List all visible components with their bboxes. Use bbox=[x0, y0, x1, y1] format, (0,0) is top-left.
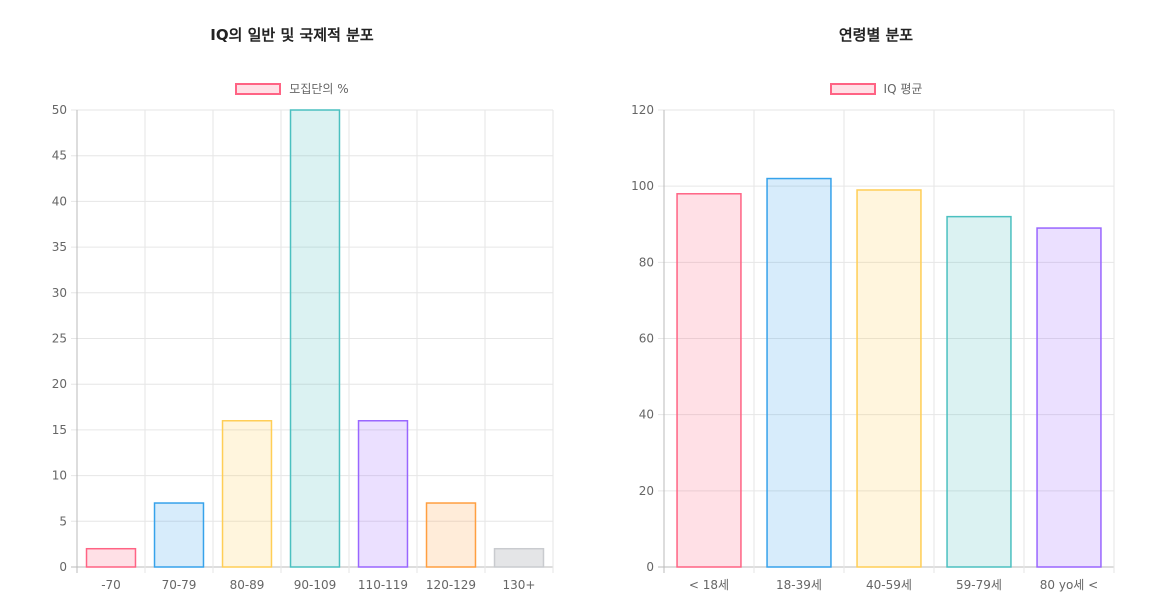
y-tick-label: 35 bbox=[52, 240, 67, 254]
legend-swatch bbox=[235, 82, 282, 95]
chart-legend[interactable]: 모집단의 % bbox=[0, 80, 584, 97]
y-tick-label: 40 bbox=[52, 194, 67, 208]
x-tick-label: 59-79세 bbox=[956, 578, 1002, 592]
bar-< 18세[interactable] bbox=[676, 193, 742, 568]
y-tick-label: 15 bbox=[52, 423, 67, 437]
chart-title: 연령별 분포 bbox=[838, 26, 914, 44]
bar-90-109[interactable] bbox=[289, 109, 341, 568]
y-tick-label: 120 bbox=[631, 103, 654, 117]
y-tick-label: 20 bbox=[52, 377, 67, 391]
legend-label: IQ 평균 bbox=[883, 82, 923, 96]
x-tick-label: 110-119 bbox=[358, 578, 408, 592]
x-tick-label: 80-89 bbox=[230, 578, 265, 592]
y-tick-label: 45 bbox=[52, 149, 67, 163]
y-tick-label: 100 bbox=[631, 179, 654, 193]
x-tick-label: -70 bbox=[101, 578, 121, 592]
x-tick-label: 70-79 bbox=[162, 578, 197, 592]
x-tick-label: 120-129 bbox=[426, 578, 476, 592]
bar-59-79세[interactable] bbox=[946, 215, 1012, 568]
y-tick-label: 0 bbox=[646, 560, 654, 574]
y-tick-label: 0 bbox=[59, 560, 67, 574]
bar--70[interactable] bbox=[85, 547, 137, 568]
legend-label: 모집단의 % bbox=[289, 82, 349, 96]
age-distribution-plot: 0 20 40 60 80 100 120 < 18세 18-39세 40-59세 59-79세 80… bbox=[631, 103, 1115, 592]
x-tick-label: < 18세 bbox=[689, 578, 729, 592]
iq-distribution-chart: IQ의 일반 및 국제적 분포 모집단의 % 0 5 10 15 20 25 30 35 40 4… bbox=[0, 26, 584, 592]
bar-18-39세[interactable] bbox=[766, 177, 832, 568]
x-tick-label: 18-39세 bbox=[776, 578, 822, 592]
y-tick-label: 20 bbox=[639, 484, 654, 498]
y-tick-label: 5 bbox=[59, 514, 67, 528]
iq-distribution-plot: 0 5 10 15 20 25 30 35 40 45 50 -70 70-79 80-89 90-109 1… bbox=[52, 103, 554, 592]
y-tick-label: 80 bbox=[639, 255, 654, 269]
bar-70-79[interactable] bbox=[153, 502, 205, 568]
bar-80-89[interactable] bbox=[221, 420, 273, 568]
bar-80 yo세 <[interactable] bbox=[1036, 227, 1102, 568]
legend-swatch bbox=[829, 82, 876, 95]
bar-120-129[interactable] bbox=[425, 502, 477, 568]
x-tick-label: 40-59세 bbox=[866, 578, 912, 592]
y-tick-label: 40 bbox=[639, 408, 654, 422]
age-distribution-chart: 연령별 분포 IQ 평균 0 20 40 60 80 100 120 < 18세 18-39세 4… bbox=[584, 0, 1168, 613]
y-tick-label: 25 bbox=[52, 332, 67, 346]
bar-130+[interactable] bbox=[493, 547, 545, 568]
y-tick-label: 50 bbox=[52, 103, 67, 117]
x-tick-label: 90-109 bbox=[294, 578, 337, 592]
y-tick-label: 30 bbox=[52, 286, 67, 300]
y-tick-label: 10 bbox=[52, 469, 67, 483]
bar-110-119[interactable] bbox=[357, 420, 409, 568]
x-tick-label: 130+ bbox=[503, 578, 536, 592]
bar-40-59세[interactable] bbox=[856, 189, 922, 568]
chart-title: IQ의 일반 및 국제적 분포 bbox=[210, 26, 374, 44]
y-tick-label: 60 bbox=[639, 332, 654, 346]
chart-legend[interactable]: IQ 평균 bbox=[584, 80, 1168, 97]
x-tick-label: 80 yo세 < bbox=[1040, 578, 1098, 592]
